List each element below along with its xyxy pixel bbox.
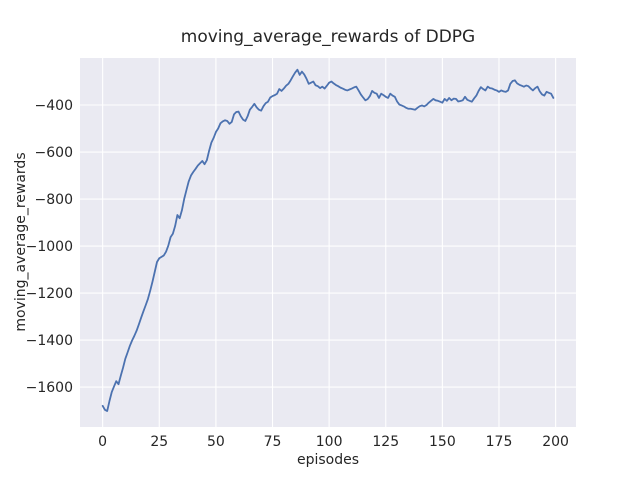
x-axis-label: episodes bbox=[296, 452, 360, 468]
x-tick-label: 25 bbox=[150, 434, 168, 450]
y-tick-label: −1200 bbox=[26, 286, 73, 302]
x-tick-label: 75 bbox=[264, 434, 282, 450]
series-line bbox=[101, 68, 555, 412]
y-tick-label: −1600 bbox=[26, 380, 73, 396]
x-tick-label: 150 bbox=[429, 434, 456, 450]
x-tick-label: 175 bbox=[486, 434, 513, 450]
y-tick-label: −800 bbox=[35, 192, 73, 208]
y-tick-label: −1400 bbox=[26, 333, 73, 349]
y-tick-label: −400 bbox=[35, 98, 73, 114]
x-tick-label: 50 bbox=[207, 434, 225, 450]
y-tick-label: −600 bbox=[35, 145, 73, 161]
x-tick-label: 200 bbox=[542, 434, 569, 450]
x-tick-label: 125 bbox=[372, 434, 399, 450]
y-tick-label: −1000 bbox=[26, 239, 73, 255]
chart-title: moving_average_rewards of DDPG bbox=[180, 27, 476, 47]
plot-area bbox=[80, 58, 576, 427]
y-axis-label: moving_average_rewards bbox=[13, 152, 29, 332]
x-tick-label: 100 bbox=[316, 434, 343, 450]
x-tick-label: 0 bbox=[98, 434, 107, 450]
